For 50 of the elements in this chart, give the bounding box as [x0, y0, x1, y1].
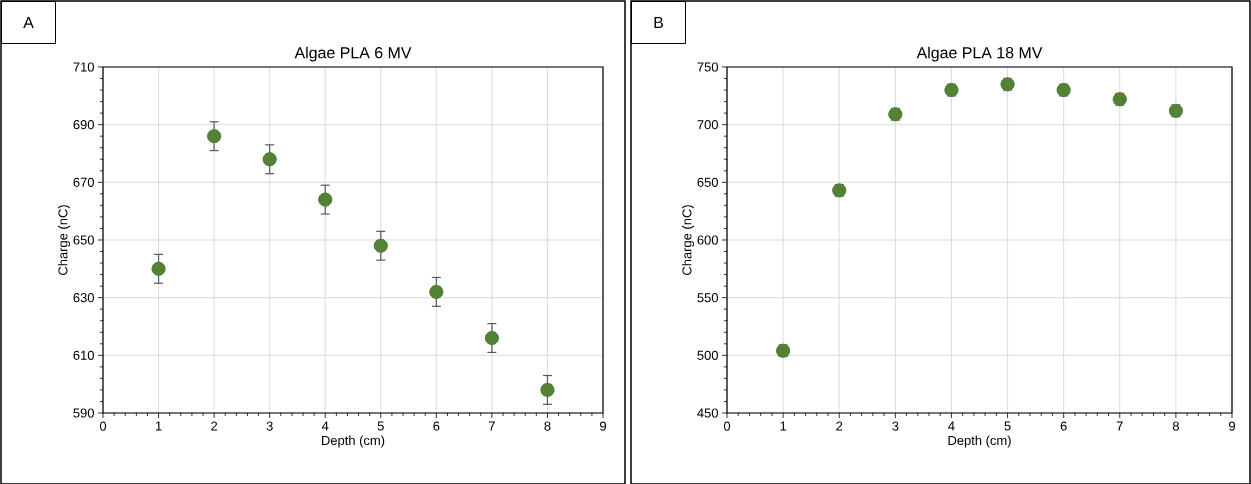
- y-axis-title: Charge (nC): [681, 205, 695, 275]
- x-tick-label: 5: [377, 421, 384, 431]
- text: A: [23, 17, 34, 28]
- y-tick-label: 710: [73, 62, 94, 72]
- point: [373, 238, 388, 253]
- x-tick-label: 2: [211, 421, 218, 431]
- x-tick-label: 4: [948, 421, 955, 431]
- text: B: [654, 17, 663, 28]
- y-tick-label: 650: [697, 177, 718, 187]
- point: [540, 382, 555, 397]
- x-tick-label: 8: [1172, 421, 1179, 431]
- x-tick-label: 0: [723, 421, 731, 431]
- x-tick-label: 2: [836, 421, 843, 431]
- x-tick-label: 1: [155, 421, 162, 431]
- x-tick-label: 0: [99, 421, 107, 431]
- y-tick-label: 670: [73, 177, 94, 187]
- y-tick-label: 700: [697, 120, 718, 130]
- x-tick-label: 1: [780, 421, 787, 431]
- x-tick-label: 4: [321, 421, 329, 431]
- x-axis-title: Depth (cm): [322, 435, 385, 448]
- chart-title: Algae PLA 6 MV: [294, 46, 412, 62]
- y-tick-label: 650: [73, 235, 94, 245]
- y-tick-label: 610: [73, 350, 94, 360]
- y-tick-label: 600: [697, 235, 718, 245]
- point: [207, 129, 222, 144]
- point: [262, 152, 277, 167]
- x-axis-title: Depth (cm): [948, 435, 1011, 448]
- y-tick-label: 630: [73, 293, 94, 303]
- y-tick-label: 750: [697, 62, 718, 72]
- x-tick-label: 7: [1116, 421, 1123, 431]
- point: [429, 284, 444, 299]
- y-tick-label: 690: [73, 120, 94, 130]
- point: [318, 192, 333, 207]
- y-tick-label: 590: [73, 408, 94, 418]
- chart-title: Algae PLA 18 MV: [916, 46, 1043, 62]
- x-tick-label: 7: [488, 421, 495, 431]
- x-tick-label: 6: [433, 421, 440, 431]
- y-tick-label: 500: [697, 350, 718, 360]
- x-tick-label: 9: [1229, 421, 1235, 431]
- y-tick-label: 450: [697, 408, 718, 418]
- x-tick-label: 3: [266, 421, 273, 431]
- x-tick-label: 3: [892, 421, 899, 431]
- x-tick-label: 8: [544, 421, 551, 431]
- x-tick-label: 5: [1004, 421, 1011, 431]
- point: [484, 331, 499, 346]
- point: [151, 261, 166, 276]
- x-tick-label: 9: [600, 421, 606, 431]
- y-axis-title: Charge (nC): [57, 205, 71, 275]
- y-tick-label: 550: [697, 293, 718, 303]
- x-tick-label: 6: [1060, 421, 1067, 431]
